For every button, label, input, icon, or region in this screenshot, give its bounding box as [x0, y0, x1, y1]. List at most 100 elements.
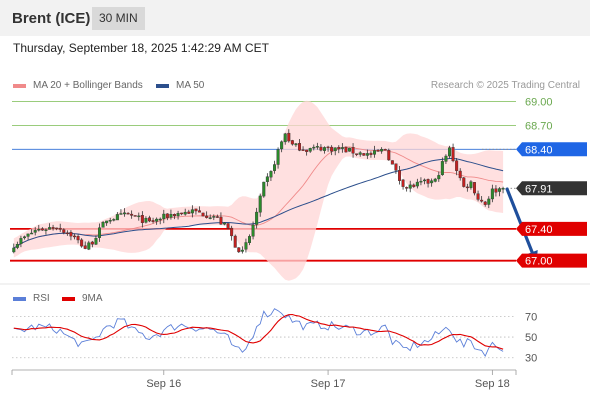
- level-value-text: 67.91: [525, 183, 553, 195]
- candle-body: [380, 149, 384, 152]
- candle-body: [283, 133, 287, 143]
- candle: [151, 217, 155, 224]
- candle: [83, 241, 87, 250]
- candle: [333, 147, 337, 156]
- candle: [23, 235, 27, 240]
- level-label: 68.40: [516, 142, 587, 157]
- candle: [90, 240, 94, 248]
- candle: [155, 217, 159, 225]
- candle: [101, 220, 105, 228]
- candle: [105, 220, 109, 226]
- candle: [158, 217, 162, 225]
- candle: [172, 213, 176, 220]
- legend-ma50-label: MA 50: [176, 80, 205, 91]
- candle: [408, 180, 412, 193]
- candle: [30, 229, 34, 235]
- candle-body: [76, 236, 80, 241]
- candle: [12, 243, 16, 254]
- candle-body: [330, 146, 334, 152]
- candle: [433, 177, 437, 183]
- chart-header: Brent (ICE) 30 MIN: [0, 0, 590, 36]
- candle: [358, 151, 362, 157]
- candle: [437, 171, 441, 182]
- candle-body: [269, 171, 273, 178]
- candle: [458, 168, 462, 181]
- candle: [412, 183, 416, 188]
- rsi-tick-label: 70: [525, 311, 537, 323]
- candle: [72, 233, 76, 240]
- candle: [26, 233, 30, 240]
- candle: [37, 224, 41, 232]
- candle: [430, 178, 434, 187]
- candle: [62, 228, 66, 235]
- candle: [137, 212, 141, 221]
- candle-body: [315, 146, 319, 148]
- candle-body: [33, 230, 37, 233]
- candle-body: [280, 141, 284, 150]
- level-label: 67.00: [516, 253, 587, 268]
- candle-body: [305, 149, 309, 152]
- candle: [308, 147, 312, 153]
- candle-body: [244, 242, 248, 250]
- candle: [255, 207, 259, 229]
- level-tag-bg: [516, 142, 587, 157]
- candle: [140, 211, 144, 228]
- candle: [494, 185, 498, 197]
- candle-body: [376, 149, 380, 152]
- candle: [294, 142, 298, 147]
- legend-bollinger-label: MA 20 + Bollinger Bands: [33, 80, 143, 91]
- level-value-text: 67.40: [525, 224, 553, 236]
- candle-body: [494, 188, 498, 193]
- candle-body: [465, 186, 469, 189]
- candle-body: [344, 146, 348, 153]
- candle-body: [90, 241, 94, 245]
- timeframe-button[interactable]: 30 MIN: [92, 7, 145, 30]
- candle-body: [180, 212, 184, 215]
- candle-body: [276, 149, 280, 165]
- candle-body: [55, 227, 59, 230]
- candle: [326, 145, 330, 152]
- candle-body: [348, 147, 352, 152]
- candle: [15, 241, 19, 250]
- candle-body: [394, 163, 398, 171]
- candle-body: [501, 188, 505, 190]
- candle-body: [430, 180, 434, 184]
- candle-body: [80, 239, 84, 247]
- candle-body: [69, 232, 73, 237]
- candle-body: [251, 224, 255, 237]
- candle-body: [233, 235, 237, 248]
- rsi-9ma-line: [13, 313, 504, 350]
- candle: [415, 178, 419, 189]
- candle-body: [469, 181, 473, 188]
- candle-body: [12, 247, 16, 253]
- candle-body: [219, 216, 223, 225]
- candle: [465, 183, 469, 192]
- candle: [112, 218, 116, 222]
- candle: [55, 227, 59, 231]
- candle: [240, 246, 244, 254]
- candle-body: [323, 147, 327, 151]
- level-label: 69.00: [525, 97, 553, 109]
- candle-body: [458, 170, 462, 179]
- chart-datetime: Thursday, September 18, 2025 1:42:29 AM …: [13, 41, 269, 55]
- candle: [212, 214, 216, 221]
- legend-9ma: 9MA: [62, 293, 103, 304]
- candle: [262, 181, 266, 198]
- candle: [273, 160, 277, 174]
- candle: [501, 186, 505, 194]
- x-axis-tick-label: Sep 18: [475, 378, 510, 390]
- candle: [312, 144, 316, 151]
- x-axis-layer: Sep 16 Sep 17 Sep 18: [11, 369, 517, 390]
- candle: [401, 178, 405, 190]
- candle: [237, 247, 241, 254]
- candle-body: [319, 146, 323, 151]
- candle: [176, 210, 180, 220]
- level-value-text: 68.40: [525, 144, 553, 156]
- candle-body: [222, 222, 226, 225]
- candle: [187, 209, 191, 214]
- candle-body: [455, 160, 459, 171]
- candle: [208, 214, 212, 220]
- candle: [219, 212, 223, 225]
- candle: [115, 212, 119, 221]
